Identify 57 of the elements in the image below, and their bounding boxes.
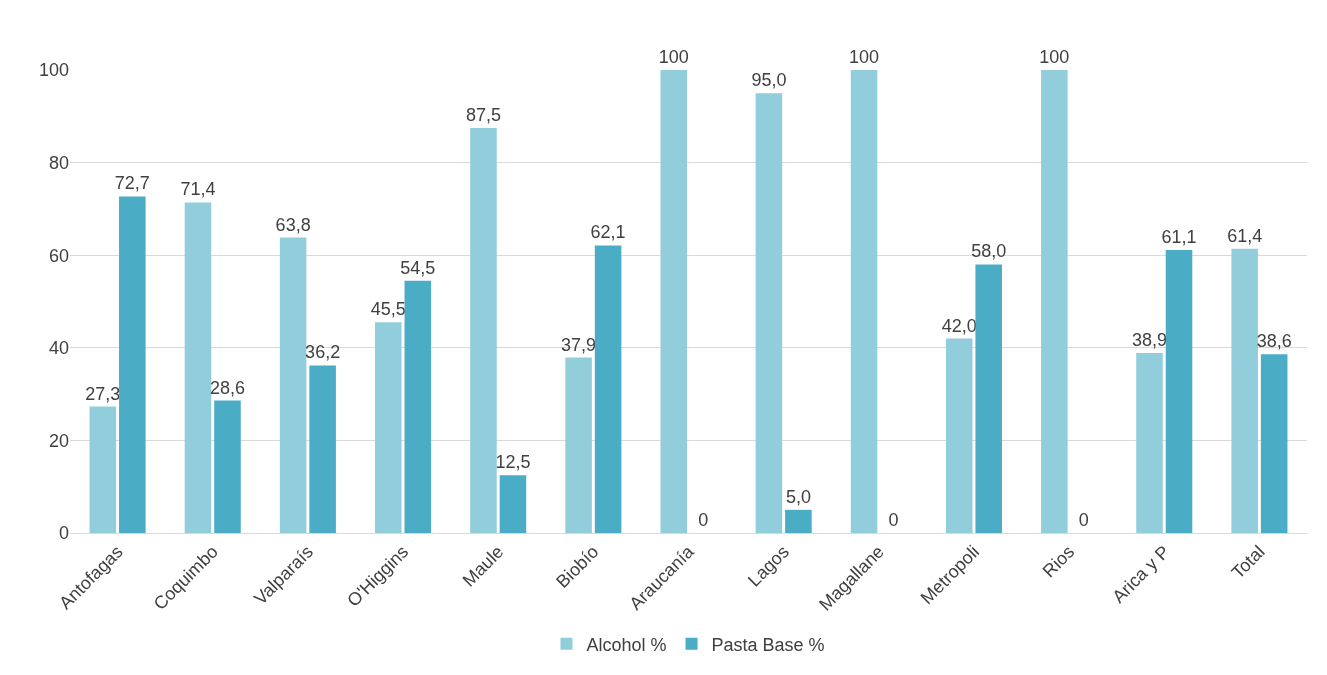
data-label: 37,9 <box>561 334 597 355</box>
data-label: 61,4 <box>1227 225 1263 246</box>
x-tick-label: Rios <box>1038 541 1079 582</box>
bar <box>470 127 497 533</box>
data-label: 87,5 <box>465 104 501 125</box>
data-label: 100 <box>658 47 689 67</box>
bar <box>375 322 402 533</box>
data-label: 38,9 <box>1132 329 1168 350</box>
data-label: 61,1 <box>1161 227 1197 248</box>
data-label: 45,5 <box>370 299 406 320</box>
bar <box>309 365 336 533</box>
bar <box>945 338 973 533</box>
data-label: 100 <box>1039 47 1070 67</box>
data-label: 12,5 <box>495 452 531 473</box>
y-tick-label: 20 <box>48 430 69 451</box>
data-label: 71,4 <box>180 179 216 200</box>
data-label: 54,5 <box>400 257 436 278</box>
bar <box>785 509 812 533</box>
bar <box>1231 248 1258 533</box>
bar <box>594 245 622 533</box>
data-label: 42,0 <box>941 315 977 336</box>
data-label: 100 <box>849 47 880 67</box>
bar <box>755 93 783 533</box>
bar <box>1136 352 1163 533</box>
y-tick-label: 60 <box>48 245 69 266</box>
data-label: 36,2 <box>305 342 341 363</box>
data-label: 0 <box>1078 510 1089 530</box>
bar <box>660 70 688 533</box>
data-label: 63,8 <box>275 214 311 235</box>
bar <box>1165 250 1193 533</box>
bar <box>975 264 1002 533</box>
bar <box>184 202 212 533</box>
data-label: 0 <box>888 510 899 530</box>
y-tick-label: 0 <box>58 523 69 544</box>
data-label: 95,0 <box>751 70 787 91</box>
data-label: 0 <box>698 510 709 530</box>
data-label: 28,6 <box>209 377 245 398</box>
data-label: 58,0 <box>971 241 1007 262</box>
data-label: 38,6 <box>1256 331 1292 352</box>
y-tick-label: 80 <box>48 152 69 173</box>
bar <box>1260 354 1288 533</box>
data-label: 62,1 <box>590 222 626 243</box>
legend-label: Alcohol % <box>586 634 667 655</box>
bar <box>565 357 592 533</box>
bar <box>1041 70 1068 533</box>
bar <box>499 475 527 533</box>
bar <box>850 70 878 533</box>
bar <box>279 237 307 533</box>
y-tick-label: 40 <box>48 338 69 359</box>
bar <box>214 400 241 533</box>
y-tick-label: 100 <box>38 60 69 81</box>
bar <box>89 406 117 533</box>
bar <box>119 196 146 533</box>
data-label: 5,0 <box>785 486 811 507</box>
data-label: 72,7 <box>114 173 150 194</box>
legend-label: Pasta Base % <box>711 634 825 655</box>
bar <box>404 280 432 533</box>
